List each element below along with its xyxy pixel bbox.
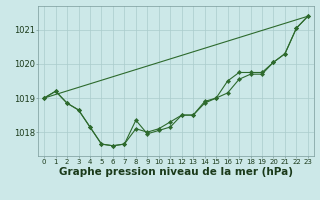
X-axis label: Graphe pression niveau de la mer (hPa): Graphe pression niveau de la mer (hPa) [59, 167, 293, 177]
